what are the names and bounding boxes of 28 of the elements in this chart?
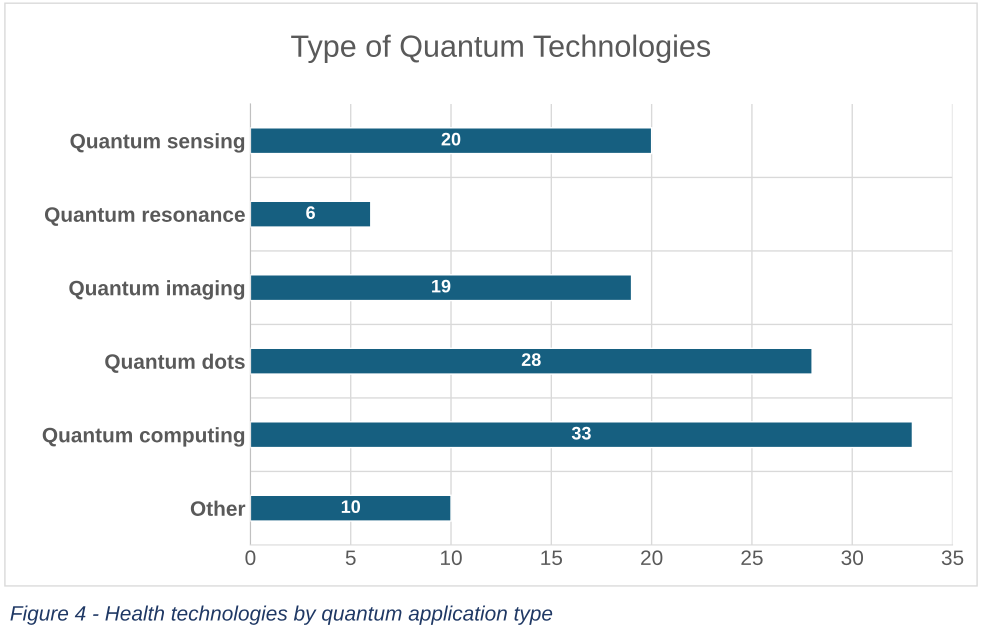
data-label: 33 — [572, 426, 591, 440]
bar — [250, 348, 813, 375]
data-label: 6 — [306, 206, 315, 220]
x-tick-label: 25 — [741, 550, 763, 566]
caption: Figure 4 - Health technologies by quantum application type — [10, 605, 552, 625]
bar — [250, 274, 632, 302]
y-tick-label: Quantum resonance — [44, 207, 245, 226]
y-tick-label: Quantum sensing — [70, 133, 244, 153]
y-tick-label: Other — [190, 500, 246, 516]
y-tick-label: Quantum imaging — [69, 280, 244, 300]
x-tick-label: 15 — [541, 550, 562, 566]
x-tick-label: 0 — [245, 550, 256, 566]
x-tick-label: 20 — [641, 550, 662, 566]
data-label: 10 — [342, 500, 360, 514]
x-tick-label: 30 — [841, 550, 864, 566]
x-tick-label: 35 — [942, 550, 964, 566]
chart-title: Type of Quantum Technologies — [291, 34, 710, 64]
data-label: 19 — [432, 280, 450, 293]
bar — [250, 200, 372, 228]
y-tick-label: Quantum computing — [42, 427, 244, 447]
data-label: 28 — [522, 353, 541, 366]
y-tick-label: Quantum dots — [105, 354, 245, 373]
x-tick-label: 10 — [441, 550, 462, 566]
bar — [250, 421, 914, 448]
x-tick-label: 5 — [346, 550, 356, 566]
bar — [250, 494, 452, 522]
bar — [250, 127, 652, 154]
data-label: 20 — [442, 132, 460, 146]
